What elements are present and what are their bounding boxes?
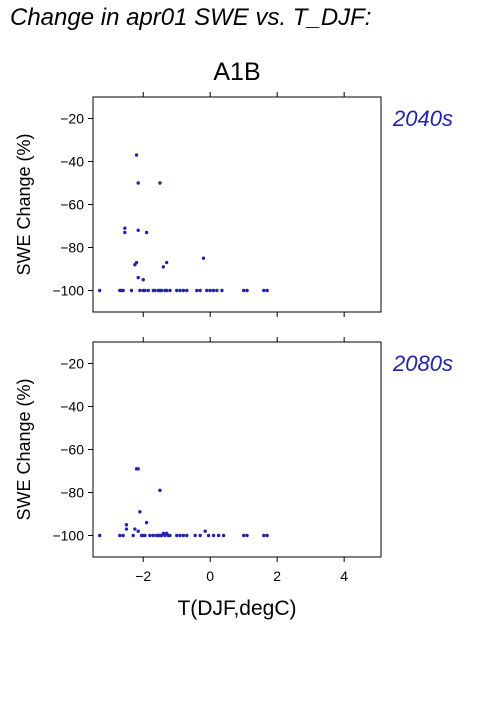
data-point bbox=[164, 260, 169, 265]
data-point bbox=[262, 533, 266, 538]
data-point bbox=[178, 288, 182, 293]
data-point bbox=[195, 288, 199, 293]
data-point bbox=[144, 230, 149, 235]
data-point bbox=[203, 529, 207, 533]
plot-frame bbox=[92, 341, 382, 558]
scenario-title: A1B bbox=[213, 58, 260, 86]
data-point bbox=[136, 529, 140, 533]
data-point bbox=[136, 467, 140, 471]
data-point bbox=[121, 533, 125, 538]
data-point bbox=[146, 288, 150, 293]
data-point bbox=[134, 260, 139, 265]
data-point bbox=[198, 533, 202, 538]
data-point bbox=[131, 533, 135, 538]
data-point bbox=[141, 278, 145, 282]
y-tick-label: −60 bbox=[60, 442, 84, 458]
data-point bbox=[134, 153, 139, 157]
data-point bbox=[158, 488, 162, 493]
y-tick-label: −80 bbox=[60, 485, 84, 501]
data-point bbox=[123, 226, 127, 230]
y-tick-label: −40 bbox=[60, 399, 84, 415]
y-tick-label: −100 bbox=[52, 528, 84, 544]
data-point bbox=[168, 533, 172, 538]
data-point bbox=[153, 288, 157, 293]
data-point bbox=[181, 288, 186, 293]
x-tick-label: −2 bbox=[135, 568, 151, 584]
x-tick-label: 0 bbox=[206, 568, 214, 584]
data-point bbox=[221, 533, 226, 538]
data-point bbox=[124, 527, 129, 531]
y-tick-label: −40 bbox=[60, 154, 84, 170]
data-point bbox=[241, 288, 246, 293]
data-point bbox=[241, 533, 246, 538]
y-tick-label: −80 bbox=[60, 240, 84, 256]
data-point bbox=[220, 288, 224, 293]
panel-2040s: −20 −40 −60 −80 −100 SWE Change (%) 2040s bbox=[14, 92, 453, 317]
data-point bbox=[133, 527, 137, 531]
data-point bbox=[211, 533, 216, 538]
data-point bbox=[211, 288, 216, 293]
period-label: 2080s bbox=[392, 351, 453, 376]
data-point bbox=[245, 288, 249, 293]
data-point bbox=[121, 288, 125, 293]
data-point bbox=[185, 288, 189, 293]
y-tick-label: −100 bbox=[52, 283, 84, 299]
data-point bbox=[97, 533, 102, 538]
y-tick-label: −20 bbox=[60, 356, 84, 372]
data-point bbox=[265, 288, 269, 293]
data-point bbox=[158, 181, 162, 185]
data-point bbox=[215, 288, 219, 293]
data-point bbox=[164, 288, 169, 293]
data-point bbox=[198, 288, 202, 293]
y-tick-label: −60 bbox=[60, 197, 84, 213]
data-point bbox=[144, 520, 149, 525]
data-point bbox=[265, 533, 269, 538]
data-point bbox=[143, 288, 147, 293]
data-point bbox=[175, 288, 179, 293]
data-point bbox=[143, 533, 147, 538]
data-point bbox=[185, 533, 189, 538]
data-point bbox=[136, 181, 140, 185]
data-point bbox=[205, 288, 209, 293]
data-point bbox=[178, 533, 182, 538]
data-point bbox=[123, 230, 127, 235]
data-point bbox=[245, 533, 249, 538]
data-point bbox=[175, 533, 179, 538]
data-point bbox=[148, 533, 152, 538]
data-point bbox=[129, 288, 134, 293]
data-point bbox=[124, 523, 129, 527]
data-point bbox=[118, 533, 122, 538]
x-tick-label: 2 bbox=[273, 568, 281, 584]
data-point bbox=[193, 533, 197, 538]
data-point bbox=[136, 228, 140, 232]
y-axis-title: SWE Change (%) bbox=[14, 378, 34, 520]
data-point bbox=[216, 533, 221, 538]
x-tick-label: 4 bbox=[340, 568, 348, 584]
data-point bbox=[168, 288, 172, 293]
page-title: Change in apr01 SWE vs. T_DJF: bbox=[10, 4, 372, 31]
data-point bbox=[201, 256, 206, 260]
data-point bbox=[161, 265, 166, 269]
data-point bbox=[138, 288, 142, 293]
data-point bbox=[206, 533, 211, 538]
period-label: 2040s bbox=[392, 106, 453, 131]
plot-frame bbox=[92, 96, 382, 313]
data-point bbox=[138, 510, 142, 514]
data-point bbox=[97, 288, 102, 293]
data-point bbox=[181, 533, 186, 538]
data-point bbox=[151, 533, 155, 538]
y-axis-title: SWE Change (%) bbox=[14, 133, 34, 275]
y-tick-label: −20 bbox=[60, 111, 84, 127]
data-point bbox=[136, 275, 140, 280]
data-point bbox=[262, 288, 266, 293]
data-point bbox=[159, 288, 164, 293]
data-point bbox=[208, 288, 212, 293]
x-axis-title: T(DJF,degC) bbox=[177, 597, 296, 620]
